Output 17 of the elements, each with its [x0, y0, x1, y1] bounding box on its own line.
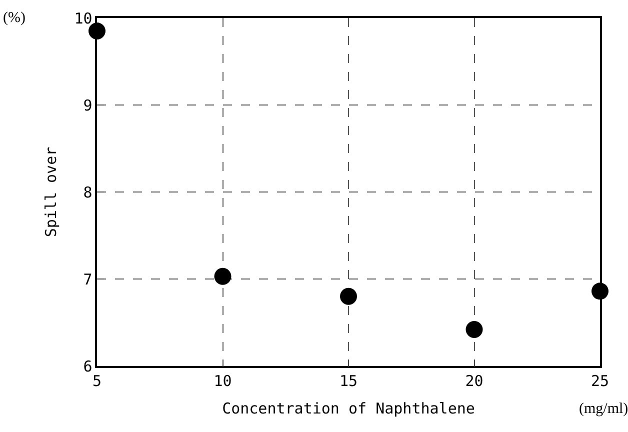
x-tick-label: 20	[465, 372, 484, 390]
y-tick-label: 8	[83, 183, 92, 202]
x-tick-label: 5	[92, 372, 102, 390]
x-axis-title: Concentration of Naphthalene	[222, 399, 475, 418]
y-tick-label: 10	[74, 9, 92, 28]
y-tick-label: 6	[83, 357, 92, 376]
point	[340, 288, 357, 305]
x-tick-label: 25	[590, 372, 610, 390]
text: (mg/ml)	[579, 401, 628, 417]
y-tick-label: 7	[83, 270, 92, 288]
y-axis-title: Spill over	[42, 146, 60, 238]
x-tick-label: 15	[339, 372, 358, 390]
y-tick-label: 9	[83, 96, 92, 114]
text: (%)	[3, 10, 26, 26]
point	[466, 320, 483, 338]
point	[214, 268, 232, 285]
x-tick-label: 10	[214, 372, 232, 390]
